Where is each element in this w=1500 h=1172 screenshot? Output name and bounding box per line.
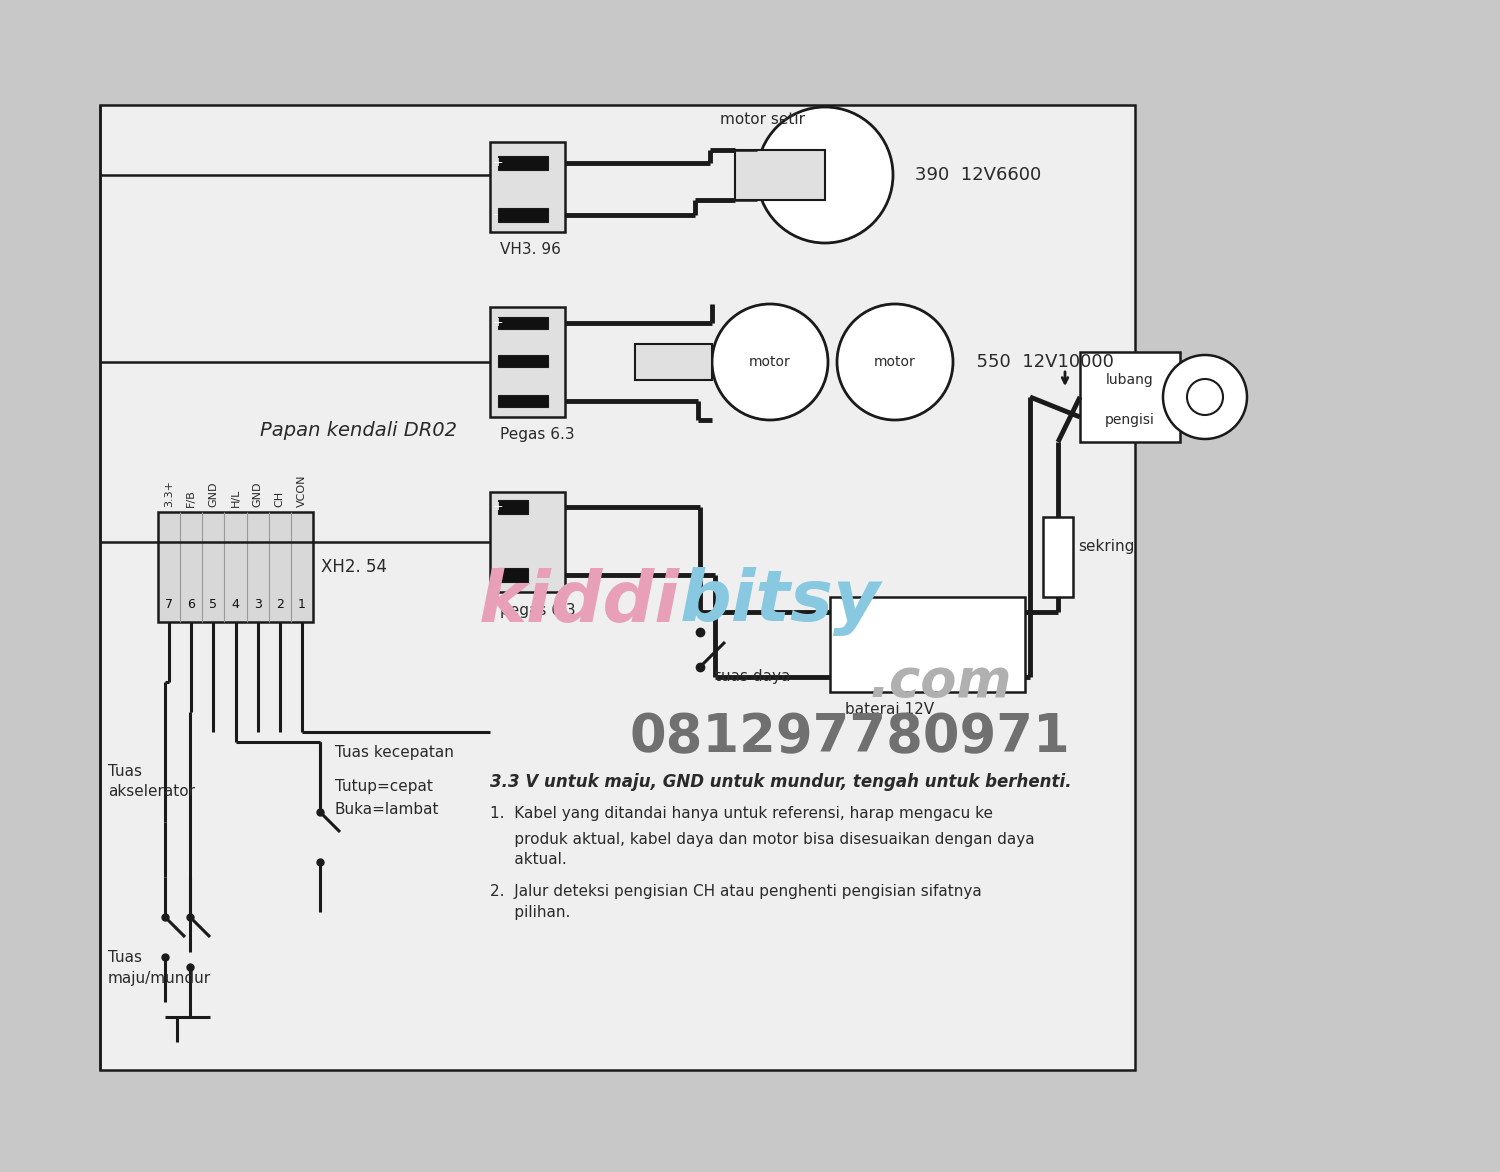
Text: H/L: H/L: [231, 489, 240, 507]
Text: .com: .com: [870, 656, 1012, 708]
Text: 5: 5: [210, 598, 218, 611]
Bar: [498, 568, 528, 582]
Bar: [1042, 517, 1072, 597]
Text: pegas 6.3: pegas 6.3: [500, 602, 576, 618]
Text: Tuas: Tuas: [108, 764, 142, 779]
Bar: [1080, 352, 1180, 442]
Text: +: +: [494, 500, 504, 513]
Text: maju/mundur: maju/mundur: [108, 972, 211, 987]
Text: lubang: lubang: [1106, 373, 1154, 387]
Text: 7: 7: [165, 598, 172, 611]
Text: Pegas 6.3: Pegas 6.3: [500, 428, 574, 443]
Bar: [498, 207, 548, 222]
Text: 4: 4: [231, 598, 240, 611]
Bar: [490, 492, 566, 592]
Text: VCON: VCON: [297, 475, 307, 507]
Text: pengisi: pengisi: [1106, 413, 1155, 427]
Text: VH3. 96: VH3. 96: [500, 243, 561, 258]
Text: Tuas kecepatan: Tuas kecepatan: [334, 744, 454, 759]
Text: GND: GND: [209, 482, 219, 507]
Text: -: -: [494, 209, 498, 222]
Text: tuas daya: tuas daya: [716, 669, 791, 684]
Text: Tutup=cepat: Tutup=cepat: [334, 779, 433, 795]
Text: 1.  Kabel yang ditandai hanya untuk referensi, harap mengacu ke: 1. Kabel yang ditandai hanya untuk refer…: [490, 805, 993, 820]
Text: -: -: [494, 568, 498, 581]
Text: akselerator: akselerator: [108, 784, 195, 799]
Bar: [830, 597, 1024, 691]
Text: +: +: [494, 316, 504, 329]
Text: Papan kendali DR02: Papan kendali DR02: [260, 421, 458, 440]
Bar: [498, 156, 548, 170]
Text: 2: 2: [276, 598, 284, 611]
Text: sekring: sekring: [1078, 539, 1134, 554]
Text: GND: GND: [252, 482, 262, 507]
Text: 081297780971: 081297780971: [630, 711, 1071, 763]
Text: 2.  Jalur deteksi pengisian CH atau penghenti pengisian sifatnya: 2. Jalur deteksi pengisian CH atau pengh…: [490, 884, 981, 899]
Text: 6: 6: [188, 598, 195, 611]
Text: 1: 1: [298, 598, 306, 611]
Text: motor: motor: [748, 355, 790, 369]
Text: Buka=lambat: Buka=lambat: [334, 803, 440, 818]
Bar: [498, 316, 548, 329]
Text: motor setir: motor setir: [720, 113, 806, 128]
Circle shape: [837, 304, 952, 420]
Text: 390  12V6600: 390 12V6600: [915, 166, 1041, 184]
Text: motor: motor: [874, 355, 916, 369]
Text: 3.3+: 3.3+: [164, 481, 174, 507]
Bar: [490, 142, 566, 232]
Text: 3: 3: [254, 598, 261, 611]
Text: CH: CH: [274, 491, 285, 507]
Bar: [100, 105, 1136, 1070]
Bar: [158, 512, 314, 622]
Circle shape: [712, 304, 828, 420]
Text: produk aktual, kabel daya dan motor bisa disesuaikan dengan daya: produk aktual, kabel daya dan motor bisa…: [490, 832, 1035, 846]
Text: bitsy: bitsy: [680, 567, 880, 636]
Text: XH2. 54: XH2. 54: [321, 558, 387, 575]
Circle shape: [1162, 355, 1246, 440]
Circle shape: [758, 107, 892, 243]
Bar: [498, 355, 548, 367]
Text: aktual.: aktual.: [490, 852, 567, 867]
Bar: [498, 395, 548, 407]
Bar: [490, 307, 566, 417]
Text: F/B: F/B: [186, 489, 196, 507]
Bar: [735, 150, 825, 200]
Text: baterai 12V: baterai 12V: [844, 702, 934, 717]
Text: 3.3 V untuk maju, GND untuk mundur, tengah untuk berhenti.: 3.3 V untuk maju, GND untuk mundur, teng…: [490, 774, 1071, 791]
Bar: [634, 345, 712, 380]
Bar: [498, 500, 528, 515]
Circle shape: [1186, 379, 1222, 415]
Text: pilihan.: pilihan.: [490, 905, 570, 920]
Text: kiddi: kiddi: [478, 567, 680, 636]
Text: +: +: [494, 157, 504, 170]
Text: Tuas: Tuas: [108, 949, 142, 965]
Text: 550  12V10000: 550 12V10000: [964, 353, 1114, 372]
